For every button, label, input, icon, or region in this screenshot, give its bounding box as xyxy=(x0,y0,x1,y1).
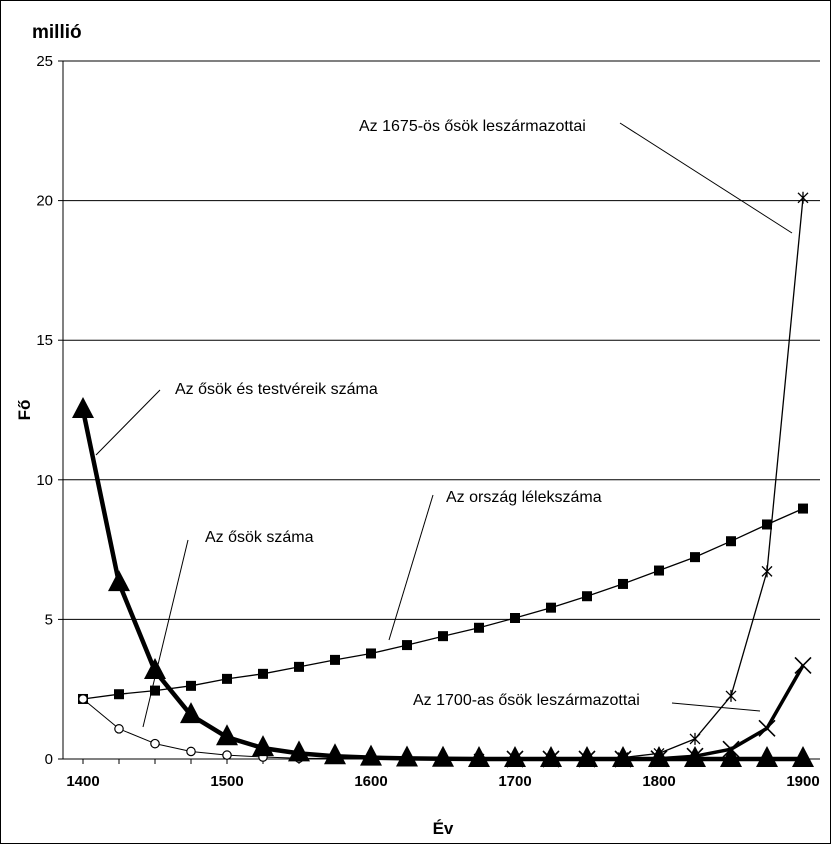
orszag-point xyxy=(186,680,196,691)
unit-label: millió xyxy=(32,22,82,43)
orszag-point xyxy=(618,578,628,589)
orszag-point xyxy=(726,536,736,547)
x-tick-label: 1400 xyxy=(66,773,99,790)
testverek-point xyxy=(720,746,742,767)
x-tick-label: 1500 xyxy=(210,773,243,790)
x-axis-title: Év xyxy=(433,819,454,838)
y-tick-label: 15 xyxy=(36,332,53,349)
y-tick-label: 10 xyxy=(36,472,53,489)
orszag-point xyxy=(798,503,808,514)
orszag-point xyxy=(546,602,556,613)
orszag-point xyxy=(474,622,484,633)
gridlines xyxy=(63,60,820,620)
testverek-point xyxy=(360,744,382,766)
x-tick-label: 1700 xyxy=(498,773,531,790)
testverek-point xyxy=(648,746,670,767)
annotation-layer: Az 1675-ös ősök leszármazottai Az ősök és… xyxy=(95,118,793,728)
orszag-point xyxy=(366,648,376,659)
orszag-point xyxy=(114,689,124,700)
testverek-point xyxy=(324,743,346,765)
testverek-point xyxy=(468,746,490,767)
l1700-point xyxy=(794,656,812,675)
series-testverek xyxy=(72,397,814,767)
series-orszag xyxy=(78,503,808,704)
x-tick-label: 1900 xyxy=(786,773,819,790)
x-tick-label: 1600 xyxy=(354,773,387,790)
testverek-point xyxy=(288,740,310,762)
x-tick-label: 1800 xyxy=(642,773,675,790)
l1675-point xyxy=(725,689,737,702)
l1700-point xyxy=(758,719,776,737)
y-tick-label: 5 xyxy=(45,611,53,628)
osok-point xyxy=(78,694,88,704)
osok-point xyxy=(186,746,196,757)
osok-point xyxy=(150,738,160,749)
testverek-point xyxy=(72,397,94,418)
annotation-leader xyxy=(671,702,761,712)
testverek-point xyxy=(216,724,238,746)
testverek-point xyxy=(612,746,634,767)
testverek-point xyxy=(432,745,454,767)
annotation-leader xyxy=(95,389,161,456)
series-line-l1675 xyxy=(479,197,804,760)
testverek-point xyxy=(504,746,526,767)
orszag-point xyxy=(510,613,520,624)
testverek-point xyxy=(792,746,814,767)
testverek-point xyxy=(756,746,778,767)
series-line-l1700 xyxy=(515,664,805,761)
l1675-point xyxy=(761,565,773,578)
y-axis-title: Fő xyxy=(15,400,34,421)
osok-point xyxy=(114,724,124,734)
series-line-orszag xyxy=(82,508,804,700)
y-tick-label: 20 xyxy=(36,193,53,210)
y-tick-label: 25 xyxy=(36,53,53,70)
testverek-point xyxy=(144,658,166,680)
orszag-point xyxy=(150,685,160,696)
annotation-label: Az 1700-as ősök leszármazottai xyxy=(413,692,640,709)
orszag-point xyxy=(762,519,772,530)
testverek-point xyxy=(540,746,562,767)
annotation-label: Az ország lélekszáma xyxy=(446,489,602,506)
annotation-label: Az 1675-ös ősök leszármazottai xyxy=(359,118,586,135)
orszag-point xyxy=(330,654,340,665)
testverek-point xyxy=(180,702,202,724)
series-l1675 xyxy=(473,191,809,765)
osok-point xyxy=(222,750,232,760)
testverek-point xyxy=(108,570,130,592)
testverek-point xyxy=(576,746,598,767)
annotation-leader xyxy=(142,539,189,728)
y-tick-label: 0 xyxy=(45,751,53,768)
series-layer xyxy=(72,191,814,768)
axes: 0 5 10 15 20 25 1400 1500 1600 1700 1800 1900 xyxy=(36,53,820,790)
orszag-point xyxy=(438,631,448,642)
orszag-point xyxy=(402,640,412,651)
testverek-point xyxy=(252,735,274,757)
orszag-point xyxy=(654,565,664,576)
orszag-point xyxy=(690,552,700,563)
orszag-point xyxy=(222,673,232,684)
testverek-point xyxy=(684,746,706,767)
annotation-leader xyxy=(619,122,793,234)
testverek-point xyxy=(396,745,418,767)
l1675-point xyxy=(797,191,809,204)
annotation-label: Az ősök és testvéreik száma xyxy=(175,381,378,398)
orszag-point xyxy=(294,661,304,672)
orszag-point xyxy=(582,591,592,602)
l1675-point xyxy=(689,732,701,745)
orszag-point xyxy=(258,668,268,679)
annotation-label: Az ősök száma xyxy=(205,529,314,546)
annotation-leader xyxy=(388,494,434,641)
